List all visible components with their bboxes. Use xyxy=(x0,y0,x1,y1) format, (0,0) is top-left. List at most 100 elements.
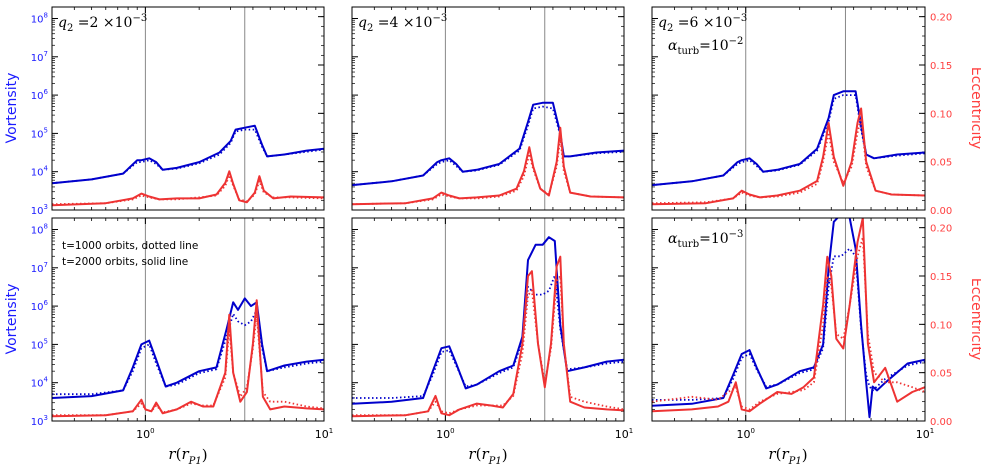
vortensity-series-t1000-dotted xyxy=(352,274,624,399)
vortensity-series-t2000-solid xyxy=(352,236,624,405)
axes-frame xyxy=(651,217,926,422)
vortensity-series-t2000-solid xyxy=(352,101,624,187)
y-left-tick-label: 108 xyxy=(31,222,48,236)
label-q2-top-middle-part-1: 2 xyxy=(367,23,373,34)
label-q2-top-left: q2 =2 ×10−3 xyxy=(58,13,147,34)
panel-top-right: 0.00 0.05 0.10 0.15 0.20 xyxy=(651,6,952,217)
y-left-tick-label-part-1: 7 xyxy=(44,261,48,269)
eccentricity-series-t1000-dotted xyxy=(652,117,925,205)
x-axis-label-1-part-2: r xyxy=(481,445,489,463)
y-left-tick-label-part-0: 10 xyxy=(31,168,44,179)
y-right-tick-label: 0.05 xyxy=(930,369,952,380)
x-axis-label-2-part-0: r xyxy=(768,445,776,463)
eccentricity-series-t2000-solid xyxy=(652,218,925,413)
y-left-tick-label-part-1: 3 xyxy=(44,203,48,211)
label-alpha-bottom-right-part-1: turb xyxy=(677,239,699,250)
x-axis-label-2-part-1: ( xyxy=(776,445,782,463)
x-tick-label-part-0: 10 xyxy=(315,428,329,441)
y-left-tick-label-part-0: 10 xyxy=(31,340,44,351)
x-axis-label-1: r(rP1) xyxy=(468,445,507,467)
label-alpha-top-right-part-1: turb xyxy=(677,46,699,57)
y-right-tick-label: 0.10 xyxy=(930,320,952,331)
x-tick-label-part-1: 0 xyxy=(450,427,454,435)
label-alpha-bottom-right-part-2: =10 xyxy=(699,231,729,247)
eccentricity-series-t1000-dotted xyxy=(352,136,624,206)
x-tick-label: 100 xyxy=(436,427,454,441)
label-q2-top-middle-part-3: −3 xyxy=(432,13,447,24)
x-axis-label-2-part-2: r xyxy=(781,445,789,463)
eccentricity-series-t1000-dotted xyxy=(52,174,324,206)
x-axis-label-0-part-1: ( xyxy=(176,445,182,463)
eccentricity-series-t2000-solid xyxy=(52,299,324,418)
y-right-tick-label: 0.10 xyxy=(930,109,952,120)
label-q2-top-left-part-1: 2 xyxy=(67,23,73,34)
x-axis-label-1-part-0: r xyxy=(468,445,476,463)
label-q2-top-right-part-1: 2 xyxy=(667,23,673,34)
vortensity-series-t1000-dotted xyxy=(652,247,925,401)
vortensity-series-t1000-dotted xyxy=(52,308,324,396)
x-tick-label-part-0: 10 xyxy=(736,428,750,441)
y-left-tick-label-part-1: 7 xyxy=(44,50,48,58)
x-axis-label-1-part-1: ( xyxy=(476,445,482,463)
y-left-tick-label-part-1: 6 xyxy=(44,88,49,96)
y-left-tick-label-part-0: 10 xyxy=(31,14,44,25)
vortensity-series-t2000-solid xyxy=(52,297,324,399)
y-right-tick-label: 0.20 xyxy=(930,13,952,24)
y-right-tick-label: 0.15 xyxy=(930,272,952,283)
panel-top-middle xyxy=(351,6,625,211)
y-left-tick-label: 107 xyxy=(31,261,48,275)
y-left-tick-label: 108 xyxy=(31,11,48,25)
x-tick-label: 100 xyxy=(736,427,754,441)
label-q2-top-right: q2 =6 ×10−3 xyxy=(658,13,747,34)
y-right-tick-label: 0.00 xyxy=(930,206,952,217)
label-q2-top-left-part-2: =2 ×10 xyxy=(73,15,132,31)
y-left-tick-label-part-0: 10 xyxy=(31,225,44,236)
axes-frame xyxy=(351,6,625,211)
series-group xyxy=(352,236,624,418)
y-left-tick-label-part-0: 10 xyxy=(31,417,44,428)
y-left-tick-label: 106 xyxy=(31,299,49,313)
x-axis-label-2-part-3: P1 xyxy=(788,456,802,467)
axes-frame xyxy=(651,6,926,211)
y-left-tick-label: 103 xyxy=(31,414,48,428)
x-tick-label-part-1: 1 xyxy=(629,427,633,435)
x-tick-label-part-0: 10 xyxy=(436,428,450,441)
x-tick-label-part-0: 10 xyxy=(916,428,930,441)
x-axis-label-0-part-2: r xyxy=(181,445,189,463)
y-left-tick-label-part-1: 3 xyxy=(44,414,48,422)
vortensity-series-t1000-dotted xyxy=(652,94,925,186)
y-left-tick-label-part-0: 10 xyxy=(31,53,44,64)
label-q2-top-middle-part-0: q xyxy=(358,15,367,31)
axes-frame xyxy=(51,217,325,422)
vortensity-series-t2000-solid xyxy=(52,124,324,185)
x-axis-label-0: r(rP1) xyxy=(168,445,207,467)
label-alpha-top-right-part-0: α xyxy=(668,38,678,54)
legend-line-solid: t=2000 orbits, solid line xyxy=(62,256,188,268)
vortensity-series-t1000-dotted xyxy=(52,128,324,185)
x-axis-label-2: r(rP1) xyxy=(768,445,807,467)
y-left-tick-label-part-1: 6 xyxy=(44,299,49,307)
y-left-tick-label: 105 xyxy=(31,126,48,140)
y-left-tick-label: 103 xyxy=(31,203,48,217)
label-q2-top-right-part-0: q xyxy=(658,15,667,31)
x-axis-label-1-part-4: ) xyxy=(502,446,508,464)
eccentricity-series-t1000-dotted xyxy=(352,275,624,417)
y-left-axis-label-bottom: Vortensity xyxy=(4,284,20,355)
x-axis-label-0-part-0: r xyxy=(168,445,176,463)
label-q2-top-left-part-0: q xyxy=(58,15,67,31)
label-alpha-top-right-part-3: −2 xyxy=(729,36,744,47)
label-q2-top-middle: q2 =4 ×10−3 xyxy=(358,13,447,34)
panel-bottom-middle: 100 101 xyxy=(351,217,633,441)
y-right-axis-label-bottom: Eccentricity xyxy=(968,278,981,360)
eccentricity-series-t2000-solid xyxy=(352,126,624,206)
y-right-tick-label: 0.20 xyxy=(930,224,952,235)
legend-line-dotted: t=1000 orbits, dotted line xyxy=(62,240,198,252)
vortensity-series-t2000-solid xyxy=(652,90,925,187)
x-tick-label-part-0: 10 xyxy=(136,428,150,441)
series-group xyxy=(352,101,624,206)
x-tick-label-part-0: 10 xyxy=(615,428,629,441)
series-group xyxy=(52,297,324,418)
